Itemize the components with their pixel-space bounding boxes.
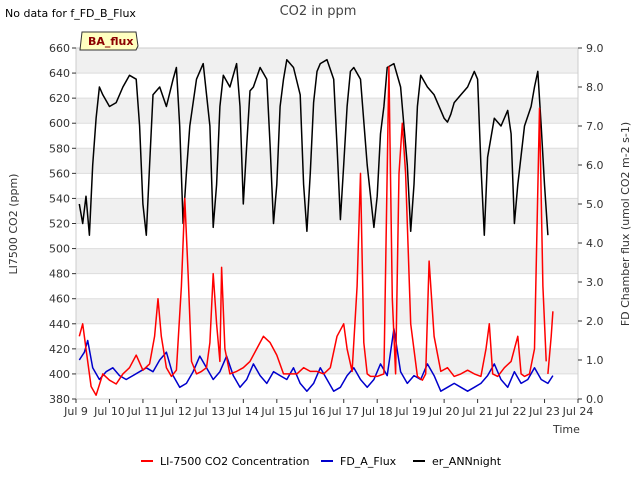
series-line-li-7500-co2-concentration-segment	[547, 311, 554, 374]
x-tick-label: Jul 22	[495, 405, 527, 418]
series-line-li-7500-co2-concentration	[78, 66, 547, 396]
chart-title: CO2 in ppm	[280, 4, 357, 19]
left-tick-label: 460	[49, 293, 70, 306]
left-tick-label: 640	[49, 67, 70, 80]
x-tick-label: Jul 14	[227, 405, 259, 418]
x-tick-label: Jul 17	[327, 405, 359, 418]
left-tick-label: 420	[49, 343, 70, 356]
legend-label-fd-a-flux: FD_A_Flux	[340, 455, 397, 468]
ba-flux-badge: BA_flux	[79, 31, 139, 51]
right-tick-label: 2.0	[586, 315, 604, 328]
right-tick-label: 1.0	[586, 354, 604, 367]
series-line-er-annnight	[78, 58, 549, 236]
left-tick-label: 620	[49, 92, 70, 105]
left-tick-label: 540	[49, 192, 70, 205]
left-tick-label: 480	[49, 268, 70, 281]
right-tick-label: 7.0	[586, 120, 604, 133]
right-tick-label: 3.0	[586, 276, 604, 289]
x-tick-label: Jul 21	[461, 405, 493, 418]
grid-lines	[76, 47, 578, 400]
x-tick-label: Jul 13	[193, 405, 225, 418]
left-axis-ticks: 380 400 420 440 460 480 500 520 540 560 580 600 620 6…	[49, 42, 76, 406]
left-tick-label: 400	[49, 368, 70, 381]
series-line-fd-a-flux	[78, 328, 554, 392]
x-tick-label: Jul 9	[63, 405, 88, 418]
right-tick-label: 8.0	[586, 81, 604, 94]
legend: LI-7500 CO2 Concentration FD_A_Flux er_A…	[141, 455, 502, 468]
badge-label: BA_flux	[88, 35, 133, 48]
right-tick-label: 6.0	[586, 159, 604, 172]
background-band	[76, 298, 578, 324]
left-tick-label: 600	[49, 117, 70, 130]
x-tick-label: Jul 23	[528, 405, 560, 418]
legend-label-er-annnight: er_ANNnight	[432, 455, 502, 468]
background-band	[76, 248, 578, 274]
nodata-label: No data for f_FD_B_Flux	[5, 7, 136, 20]
background-bands	[76, 48, 578, 374]
right-tick-label: 9.0	[586, 42, 604, 55]
x-tick-label: Jul 12	[160, 405, 192, 418]
x-tick-label: Jul 19	[394, 405, 426, 418]
right-axis-ticks: 0.0 1.0 2.0 3.0 4.0 5.0 6.0 7.0 8.0 9.0	[578, 42, 604, 406]
x-tick-label: Jul 15	[260, 405, 292, 418]
series-layer	[78, 58, 554, 396]
left-tick-label: 380	[49, 393, 70, 406]
x-axis-label: Time	[552, 423, 580, 436]
right-tick-label: 5.0	[586, 198, 604, 211]
left-tick-label: 560	[49, 167, 70, 180]
left-tick-label: 580	[49, 142, 70, 155]
x-tick-label: Jul 24	[562, 405, 594, 418]
x-tick-label: Jul 10	[93, 405, 125, 418]
x-axis-ticks: Jul 9 Jul 10 Jul 11 Jul 12 Jul 13 Jul 14 Jul 1…	[63, 399, 593, 418]
left-tick-label: 660	[49, 42, 70, 55]
background-band	[76, 148, 578, 174]
right-tick-label: 4.0	[586, 237, 604, 250]
right-tick-label: 0.0	[586, 393, 604, 406]
x-tick-label: Jul 18	[361, 405, 393, 418]
background-band	[76, 198, 578, 224]
left-tick-label: 440	[49, 318, 70, 331]
badge-shape	[79, 31, 139, 51]
left-tick-label: 520	[49, 218, 70, 231]
left-tick-label: 500	[49, 243, 70, 256]
legend-label-co2: LI-7500 CO2 Concentration	[160, 455, 310, 468]
left-axis-label: LI7500 CO2 (ppm)	[7, 174, 20, 275]
x-tick-label: Jul 11	[127, 405, 159, 418]
right-axis-label: FD Chamber flux (umol CO2 m-2 s-1)	[619, 122, 632, 326]
x-tick-label: Jul 16	[294, 405, 326, 418]
x-tick-label: Jul 20	[428, 405, 460, 418]
